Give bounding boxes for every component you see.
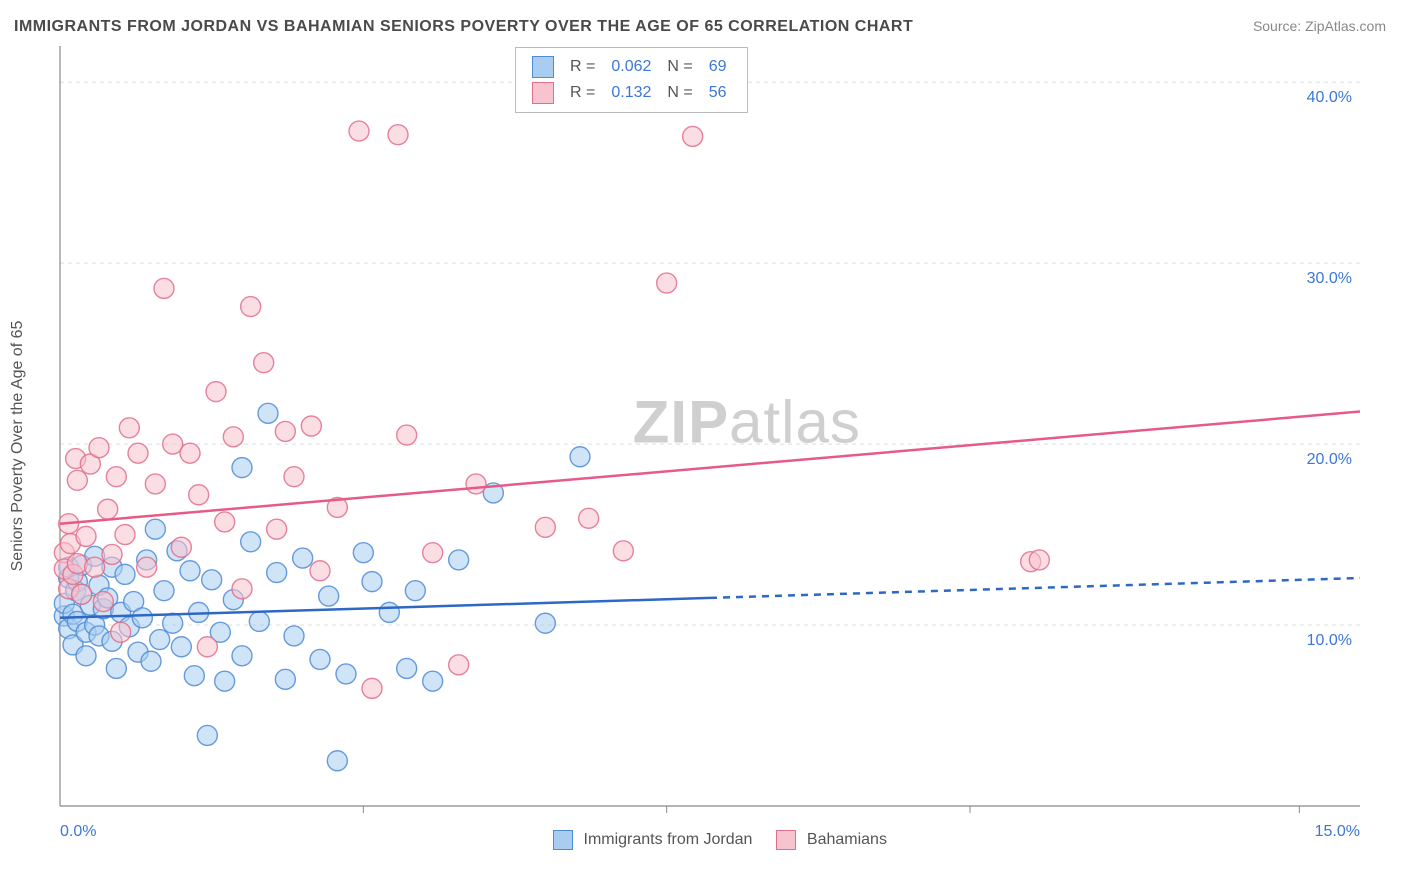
swatch-bahamians-icon bbox=[776, 830, 796, 850]
chart-title: IMMIGRANTS FROM JORDAN VS BAHAMIAN SENIO… bbox=[14, 18, 913, 36]
svg-text:30.0%: 30.0% bbox=[1307, 270, 1352, 287]
svg-text:10.0%: 10.0% bbox=[1307, 632, 1352, 649]
n-value-bahamians: 56 bbox=[701, 80, 735, 106]
r-value-bahamians: 0.132 bbox=[603, 80, 659, 106]
legend-row-bahamians: R = 0.132 N = 56 bbox=[524, 80, 735, 106]
source-label: Source: ZipAtlas.com bbox=[1253, 18, 1386, 34]
n-value-jordan: 69 bbox=[701, 54, 735, 80]
legend-series: Immigrants from Jordan Bahamians bbox=[50, 830, 1390, 850]
swatch-jordan-icon bbox=[553, 830, 573, 850]
legend-label-bahamians: Bahamians bbox=[807, 831, 887, 848]
r-label: R = bbox=[562, 54, 603, 80]
n-label: N = bbox=[659, 80, 700, 106]
chart-area: Seniors Poverty Over the Age of 65 10.0%… bbox=[50, 46, 1390, 846]
legend-correlation: R = 0.062 N = 69 R = 0.132 N = 56 bbox=[515, 47, 748, 113]
legend-label-jordan: Immigrants from Jordan bbox=[584, 831, 753, 848]
y-axis-label: Seniors Poverty Over the Age of 65 bbox=[9, 321, 27, 572]
legend-item-jordan: Immigrants from Jordan bbox=[553, 830, 752, 850]
r-value-jordan: 0.062 bbox=[603, 54, 659, 80]
svg-text:40.0%: 40.0% bbox=[1307, 89, 1352, 106]
n-label: N = bbox=[659, 54, 700, 80]
r-label: R = bbox=[562, 80, 603, 106]
swatch-jordan bbox=[532, 56, 554, 78]
scatter-plot: 10.0%20.0%30.0%40.0%0.0%15.0% bbox=[50, 46, 1390, 846]
svg-text:20.0%: 20.0% bbox=[1307, 451, 1352, 468]
legend-row-jordan: R = 0.062 N = 69 bbox=[524, 54, 735, 80]
swatch-bahamians bbox=[532, 82, 554, 104]
legend-item-bahamians: Bahamians bbox=[776, 830, 887, 850]
